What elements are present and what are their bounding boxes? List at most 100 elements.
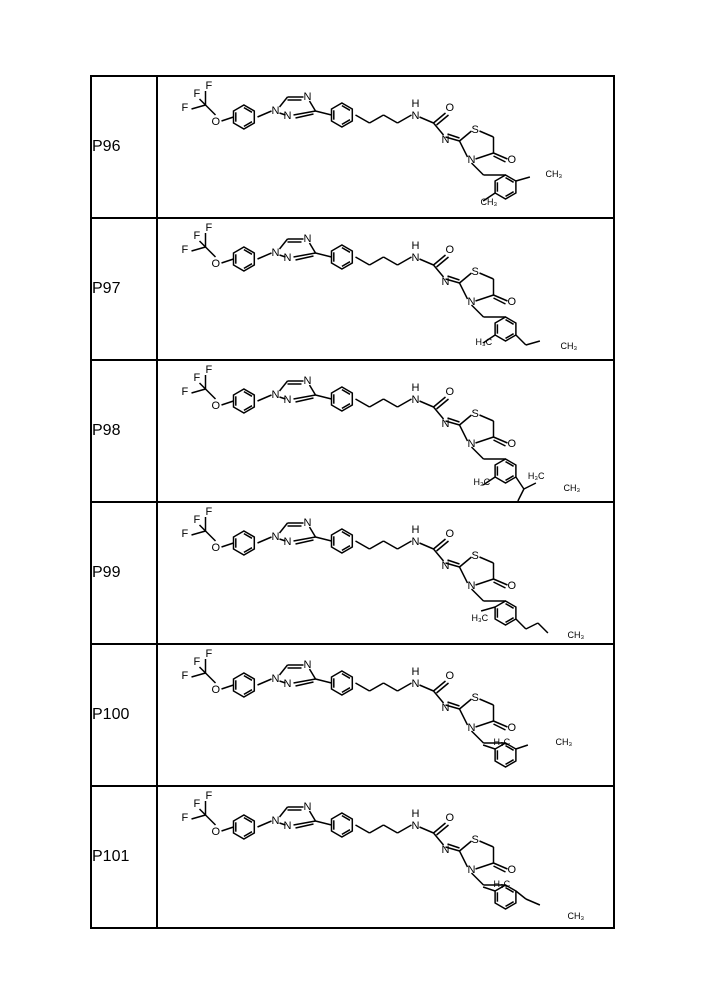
sub1-label: H₃C (494, 737, 511, 747)
svg-text:F: F (182, 244, 189, 256)
svg-text:N: N (468, 580, 476, 592)
sub2-label: CH₃ (561, 341, 578, 351)
svg-text:N: N (468, 722, 476, 734)
svg-text:F: F (194, 372, 201, 384)
svg-text:F: F (194, 88, 201, 100)
svg-text:S: S (472, 124, 479, 136)
svg-text:H: H (412, 524, 420, 536)
sub2-label: CH₃ (568, 630, 585, 640)
svg-text:O: O (446, 670, 455, 682)
structure-cell: FFFONNNHNONSNOCH₃CH₃ (157, 76, 614, 218)
svg-text:O: O (446, 102, 455, 114)
svg-text:N: N (272, 247, 280, 259)
svg-text:O: O (508, 864, 517, 876)
svg-text:O: O (212, 542, 221, 554)
svg-text:F: F (182, 812, 189, 824)
svg-text:O: O (446, 386, 455, 398)
svg-text:N: N (442, 276, 450, 288)
compound-table: P96FFFONNNHNONSNOCH₃CH₃P97FFFONNNHNONSNO… (90, 75, 615, 929)
svg-text:H₃C: H₃C (528, 471, 545, 481)
svg-text:N: N (272, 531, 280, 543)
compound-id: P98 (91, 360, 157, 502)
svg-text:N: N (272, 815, 280, 827)
svg-text:O: O (212, 826, 221, 838)
svg-text:F: F (206, 648, 213, 660)
structure-svg: FFFONNNHNONSNOH₃CH₃CCH₃ (158, 361, 613, 501)
table-row: P98FFFONNNHNONSNOH₃CH₃CCH₃ (91, 360, 614, 502)
table-row: P100FFFONNNHNONSNOH₃CCH₃ (91, 644, 614, 786)
svg-text:F: F (194, 656, 201, 668)
svg-text:O: O (508, 296, 517, 308)
svg-text:N: N (284, 110, 292, 122)
svg-text:O: O (446, 528, 455, 540)
svg-text:N: N (412, 820, 420, 832)
svg-text:N: N (468, 154, 476, 166)
svg-text:H: H (412, 240, 420, 252)
svg-text:N: N (284, 678, 292, 690)
svg-text:O: O (212, 684, 221, 696)
svg-text:S: S (472, 692, 479, 704)
structure-svg: FFFONNNHNONSNOH₃CCH₃ (158, 503, 613, 643)
sub2-label: CH₃ (568, 911, 585, 921)
structure-cell: FFFONNNHNONSNOH₃CCH₃ (157, 786, 614, 928)
svg-text:F: F (206, 506, 213, 518)
sub2-label: CH₃ (556, 737, 573, 747)
sub1-label: H₃C (494, 879, 511, 889)
svg-text:F: F (206, 80, 213, 92)
svg-text:F: F (194, 798, 201, 810)
svg-text:N: N (468, 296, 476, 308)
svg-text:N: N (412, 394, 420, 406)
structure-cell: FFFONNNHNONSNOH₃CH₃CCH₃ (157, 360, 614, 502)
svg-text:O: O (508, 580, 517, 592)
svg-text:H: H (412, 666, 420, 678)
table-row: P99FFFONNNHNONSNOH₃CCH₃ (91, 502, 614, 644)
compound-id: P96 (91, 76, 157, 218)
svg-text:N: N (412, 110, 420, 122)
svg-text:O: O (446, 244, 455, 256)
svg-text:H: H (412, 382, 420, 394)
compound-id: P99 (91, 502, 157, 644)
svg-text:N: N (272, 389, 280, 401)
svg-text:N: N (284, 252, 292, 264)
sub1-label: H₃C (476, 337, 493, 347)
svg-text:O: O (446, 812, 455, 824)
sub1-label: H₃C (474, 477, 491, 487)
svg-text:N: N (272, 105, 280, 117)
svg-text:F: F (206, 790, 213, 802)
svg-text:S: S (472, 834, 479, 846)
compound-id: P101 (91, 786, 157, 928)
sub1-label: H₃C (472, 613, 489, 623)
svg-text:O: O (508, 154, 517, 166)
structure-cell: FFFONNNHNONSNOH₃CCH₃ (157, 502, 614, 644)
structure-cell: FFFONNNHNONSNOH₃CCH₃ (157, 644, 614, 786)
svg-text:F: F (182, 670, 189, 682)
svg-text:N: N (412, 678, 420, 690)
sub1-label: CH₃ (481, 197, 498, 207)
table-row: P96FFFONNNHNONSNOCH₃CH₃ (91, 76, 614, 218)
svg-text:H: H (412, 98, 420, 110)
svg-text:N: N (468, 438, 476, 450)
svg-text:S: S (472, 550, 479, 562)
svg-text:O: O (212, 400, 221, 412)
svg-text:F: F (194, 514, 201, 526)
svg-text:F: F (206, 222, 213, 234)
svg-text:N: N (284, 394, 292, 406)
svg-text:O: O (212, 258, 221, 270)
svg-text:N: N (412, 536, 420, 548)
svg-text:N: N (468, 864, 476, 876)
svg-text:N: N (442, 134, 450, 146)
svg-text:F: F (182, 386, 189, 398)
table-row: P101FFFONNNHNONSNOH₃CCH₃ (91, 786, 614, 928)
svg-text:N: N (442, 560, 450, 572)
svg-text:N: N (284, 536, 292, 548)
svg-text:O: O (508, 438, 517, 450)
svg-text:N: N (442, 702, 450, 714)
table-row: P97FFFONNNHNONSNOH₃CCH₃ (91, 218, 614, 360)
svg-text:N: N (284, 820, 292, 832)
sub2-label: CH₃ (546, 169, 563, 179)
svg-text:S: S (472, 408, 479, 420)
svg-text:F: F (206, 364, 213, 376)
svg-text:H: H (412, 808, 420, 820)
compound-id: P100 (91, 644, 157, 786)
svg-text:F: F (194, 230, 201, 242)
